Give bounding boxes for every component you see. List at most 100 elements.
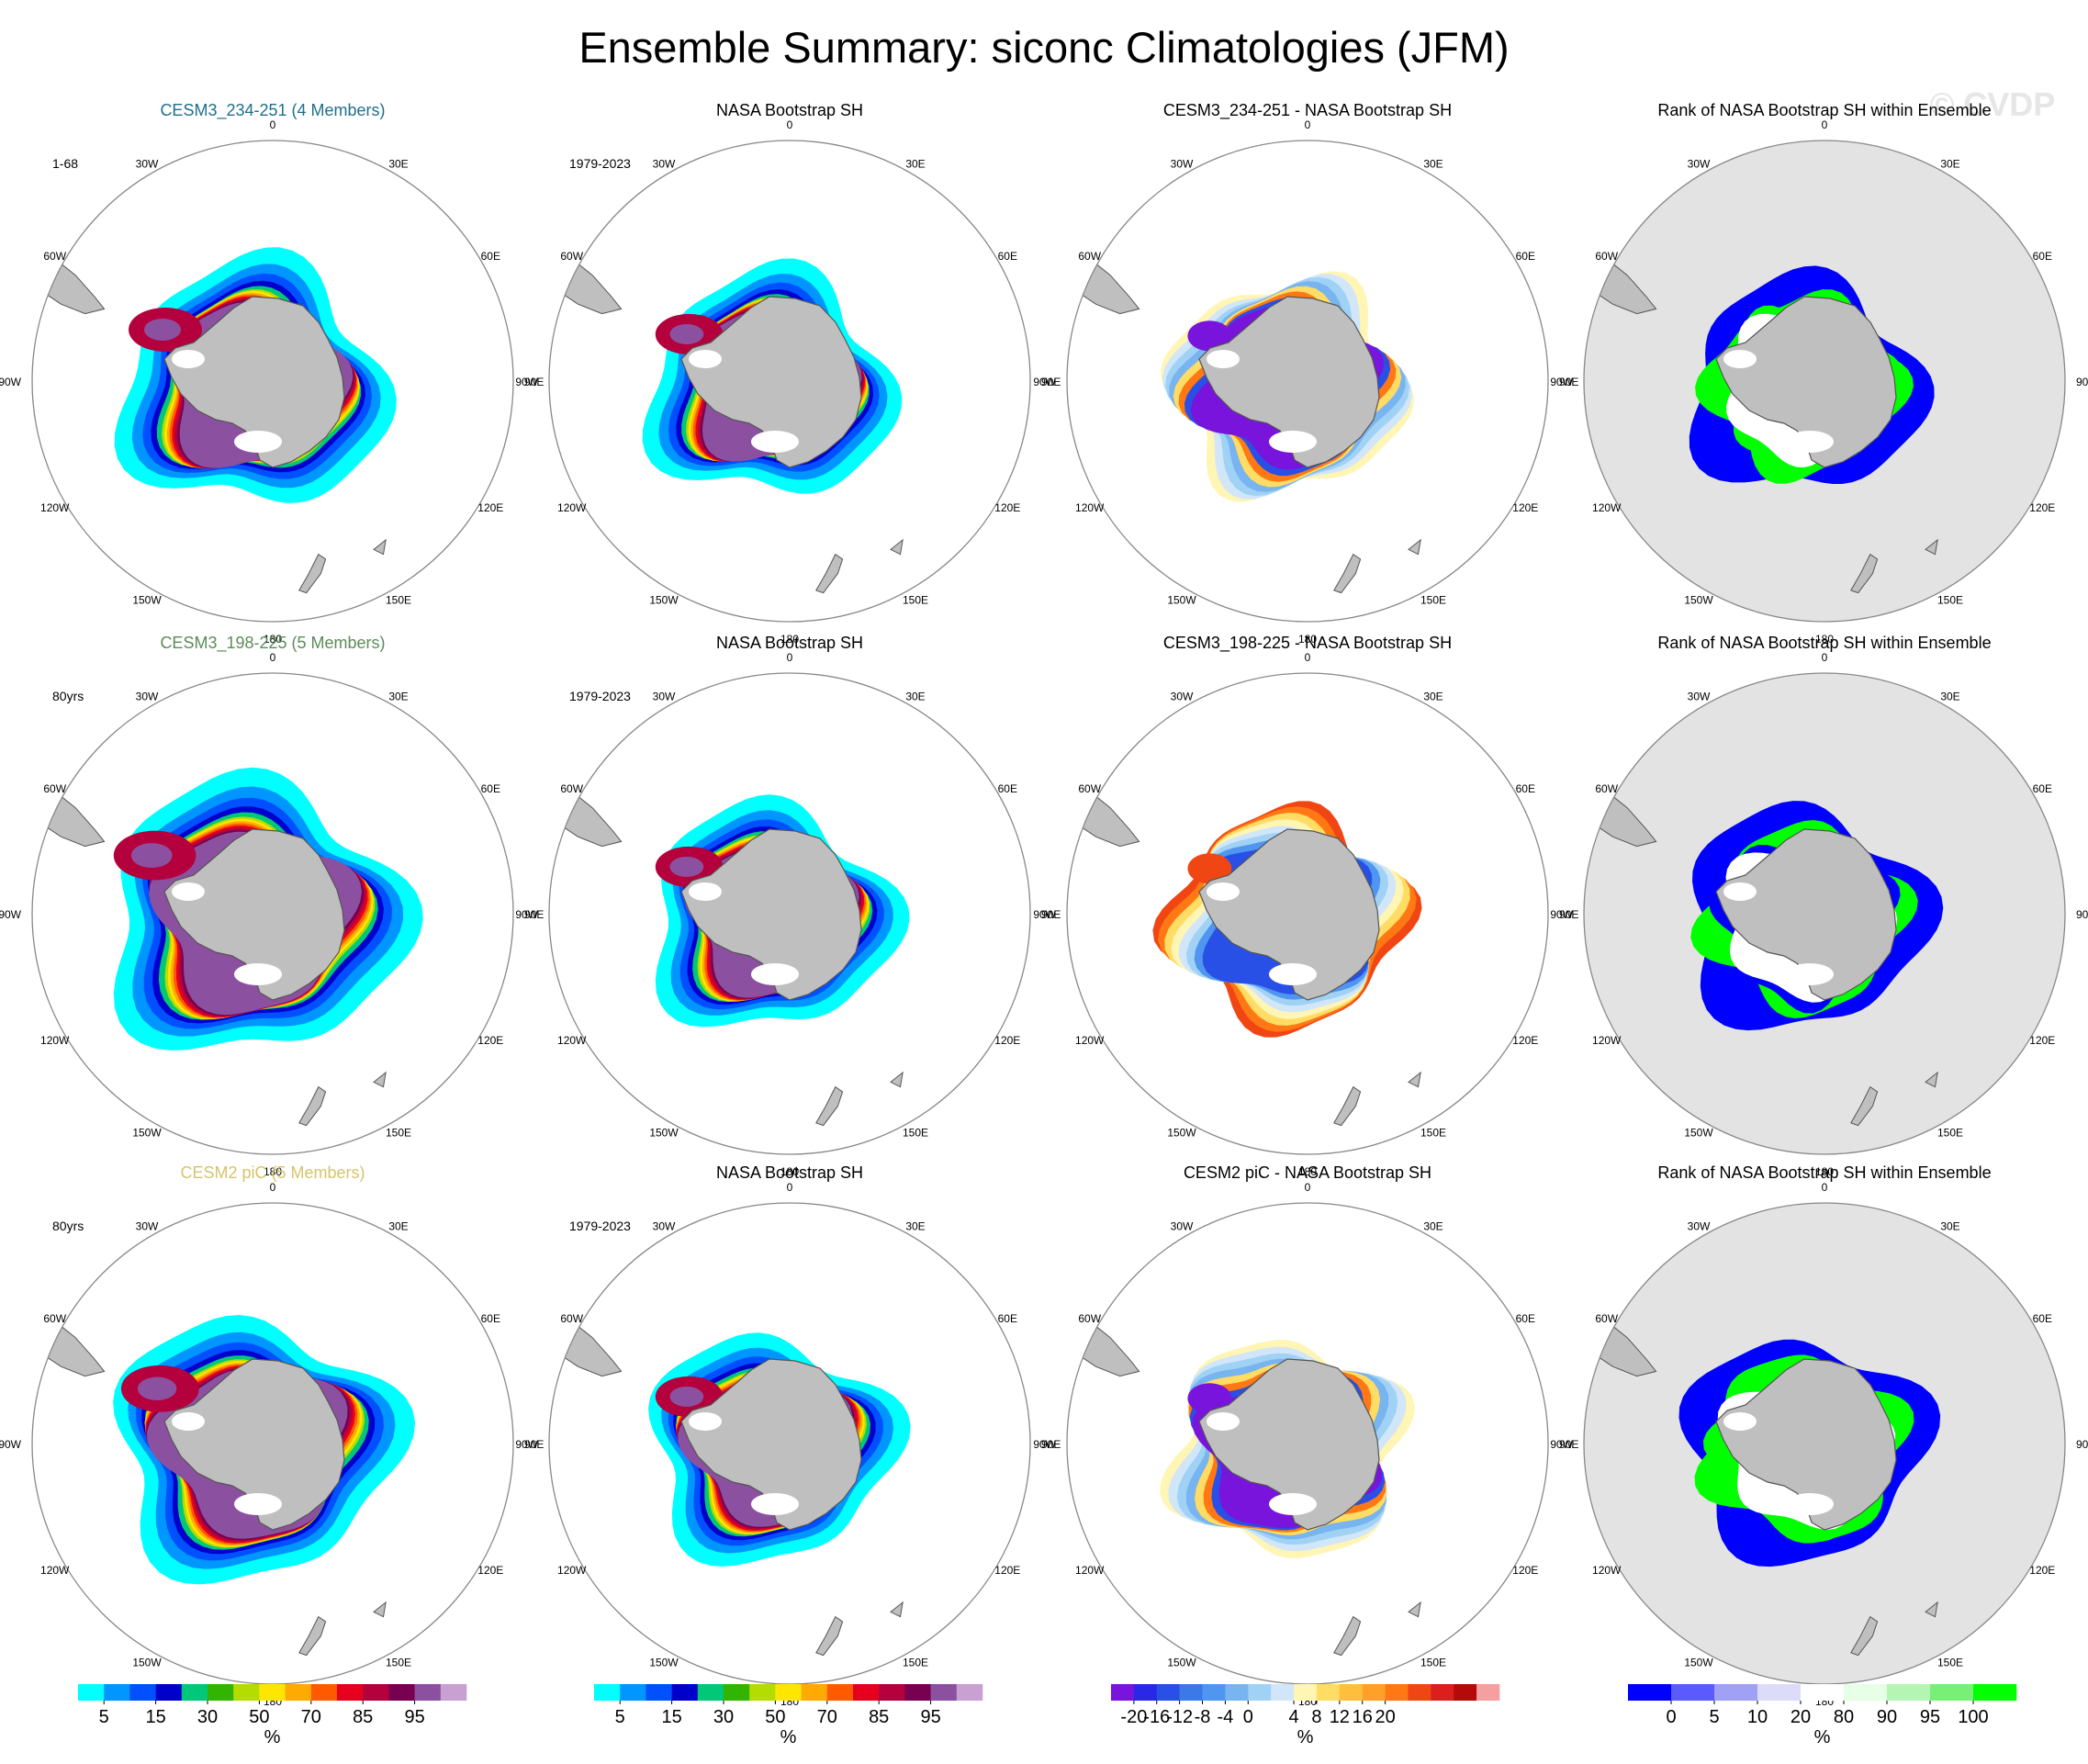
longitude-label: 90W xyxy=(1033,1438,1056,1451)
colorbar-tick-label: 15 xyxy=(145,1707,165,1727)
colorbar-swatch xyxy=(233,1684,260,1701)
longitude-label: 60E xyxy=(998,1312,1017,1325)
ice-shelf xyxy=(689,882,722,901)
tasmania-landmass xyxy=(1408,538,1421,556)
longitude-label: 120W xyxy=(1075,1564,1105,1577)
weddell-thick-ice-core xyxy=(669,1386,704,1407)
longitude-label: 60W xyxy=(1595,782,1618,795)
colorbar-tick-label: 80 xyxy=(1834,1707,1854,1727)
sea-ice-field xyxy=(1590,254,1938,594)
longitude-label: 90W xyxy=(515,908,538,921)
colorbar: -20-16-12 -8 -4 0 4 8 12 16 20% xyxy=(1111,1684,1500,1747)
longitude-label: 30E xyxy=(1940,691,1959,703)
ice-shelf xyxy=(1786,1493,1834,1515)
colorbar-swatch xyxy=(879,1684,905,1701)
ice-shelf xyxy=(1786,431,1834,453)
colorbar-tick-label: 85 xyxy=(353,1707,373,1727)
colorbar-swatch xyxy=(208,1684,234,1701)
weddell-anomaly xyxy=(1187,1383,1232,1414)
colorbar-swatch xyxy=(775,1684,802,1701)
map-boundary xyxy=(548,140,1031,623)
longitude-label: 180 xyxy=(1298,633,1317,646)
longitude-label: 60E xyxy=(481,1312,500,1325)
ice-shelf xyxy=(1269,1493,1317,1515)
colorbar-swatch xyxy=(1202,1684,1226,1701)
panel-period-label: 1-68 xyxy=(52,156,78,171)
ice-shelf xyxy=(1786,963,1834,985)
colorbar-swatch xyxy=(440,1684,467,1701)
map-panel-obs: NASA Bootstrap SH 1979-2023 0 30E 60E 90E 120E… xyxy=(515,634,1061,1178)
weddell-thick-ice-core xyxy=(130,843,173,868)
colorbar-units: % xyxy=(1814,1727,1831,1747)
longitude-label: 60W xyxy=(1078,1312,1101,1325)
new-zealand-landmass xyxy=(815,1615,844,1657)
colorbar-tick-label: -16 xyxy=(1143,1707,1170,1727)
colorbars: 5 15 30 50 70 85 95%5 15 30 50 70 85 95%-20-16-12 -8-… xyxy=(78,1684,2017,1747)
new-zealand-landmass xyxy=(1850,1085,1879,1127)
sea-ice-field xyxy=(1073,787,1422,1127)
colorbar-tick-label: -12 xyxy=(1166,1707,1193,1727)
colorbar-tick-label: 15 xyxy=(661,1707,681,1727)
ice-shelf xyxy=(234,431,282,453)
new-zealand-landmass xyxy=(1333,553,1362,594)
panel-title: CESM2 piC - NASA Bootstrap SH xyxy=(1184,1163,1431,1182)
colorbar-swatch xyxy=(78,1684,105,1701)
colorbar-units: % xyxy=(780,1727,797,1747)
longitude-label: 0 xyxy=(1305,651,1311,664)
longitude-label: 30W xyxy=(136,1220,159,1233)
new-zealand-landmass xyxy=(815,553,844,594)
colorbar-swatch xyxy=(1714,1684,1758,1701)
longitude-label: 30E xyxy=(388,691,408,703)
longitude-label: 30E xyxy=(388,1220,408,1233)
panel-title: CESM2 piC (5 Members) xyxy=(180,1163,365,1182)
longitude-label: 30W xyxy=(653,691,676,703)
sea-ice-field xyxy=(556,1317,911,1657)
longitude-label: 30W xyxy=(653,158,676,171)
longitude-label: 150E xyxy=(1937,1126,1963,1139)
longitude-label: 90E xyxy=(1559,908,1578,921)
longitude-label: 150W xyxy=(649,1126,679,1139)
longitude-label: 0 xyxy=(270,1181,276,1194)
colorbar-tick-label: 85 xyxy=(869,1707,889,1727)
longitude-label: 0 xyxy=(270,118,276,131)
map-boundary xyxy=(548,672,1031,1155)
colorbar-tick-label: 30 xyxy=(713,1707,734,1727)
colorbar-tick-label: 5 xyxy=(615,1707,625,1727)
longitude-label: 30W xyxy=(136,691,159,703)
longitude-label: 60E xyxy=(998,782,1017,795)
colorbar-swatch xyxy=(1316,1684,1341,1701)
colorbar-tick-label: 16 xyxy=(1353,1707,1373,1727)
colorbar-tick-label: 5 xyxy=(99,1707,109,1727)
panel-title: Rank of NASA Bootstrap SH within Ensembl… xyxy=(1657,1163,1991,1182)
longitude-label: 180 xyxy=(264,1165,282,1178)
ice-shelf xyxy=(1269,431,1317,453)
longitude-label: 150W xyxy=(649,1656,679,1668)
colorbar-tick-label: 30 xyxy=(197,1707,218,1727)
colorbar-tick-label: 20 xyxy=(1375,1707,1395,1727)
colorbar-swatch xyxy=(310,1684,338,1701)
colorbar-swatch xyxy=(724,1684,750,1701)
colorbar-swatch xyxy=(285,1684,312,1701)
colorbar-swatch xyxy=(259,1684,286,1701)
colorbar-tick-label: -20 xyxy=(1120,1707,1147,1727)
colorbar-swatch xyxy=(1111,1684,1135,1701)
sea-ice-field xyxy=(1073,1317,1421,1657)
colorbar-swatch xyxy=(1408,1684,1431,1701)
longitude-label: 60W xyxy=(560,250,583,263)
map-panel-rank: Rank of NASA Bootstrap SH within Ensembl… xyxy=(1550,101,2088,646)
longitude-label: 60E xyxy=(2033,250,2052,263)
colorbar-swatch xyxy=(155,1684,183,1701)
longitude-label: 150E xyxy=(903,593,928,606)
ice-shelf xyxy=(1723,350,1757,368)
figure-title: Ensemble Summary: siconc Climatologies (… xyxy=(578,23,1509,72)
colorbar-tick-label: -4 xyxy=(1218,1707,1234,1727)
new-zealand-landmass xyxy=(298,553,327,594)
colorbar-units: % xyxy=(1297,1727,1314,1747)
colorbar-swatch xyxy=(1930,1684,1974,1701)
sea-ice-field xyxy=(1073,254,1421,594)
longitude-label: 0 xyxy=(1822,651,1828,664)
longitude-label: 150W xyxy=(1684,1656,1713,1668)
longitude-label: 60E xyxy=(2033,1312,2052,1325)
longitude-label: 30W xyxy=(136,158,159,171)
